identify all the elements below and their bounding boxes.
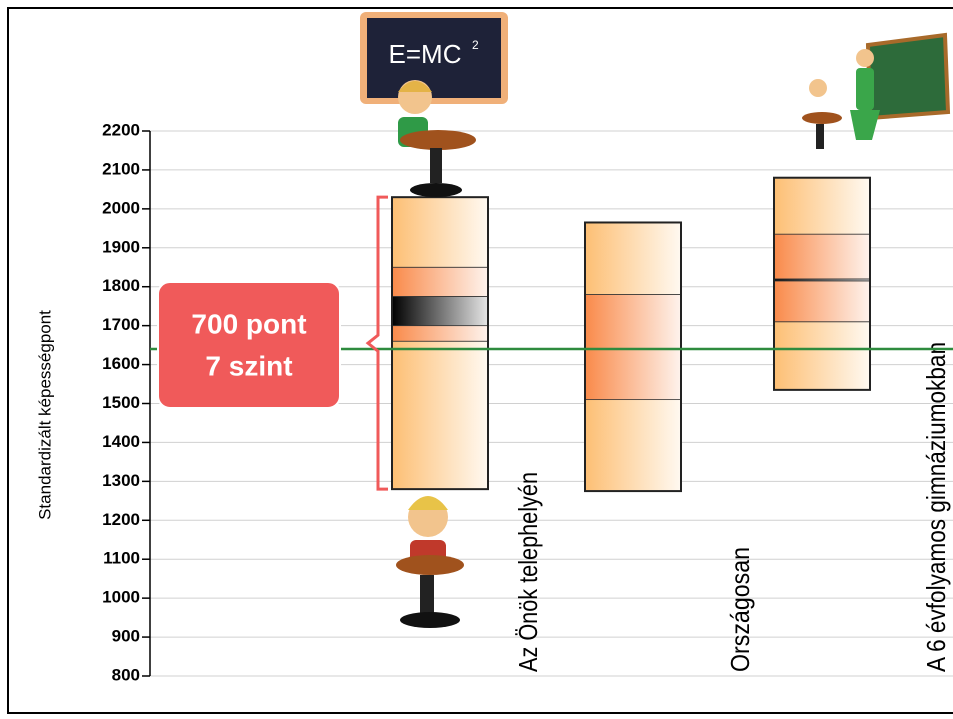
board-formula: E=MC xyxy=(389,39,462,69)
y-tick-label: 1500 xyxy=(102,393,140,412)
annotation-text: 700 pont xyxy=(191,308,306,339)
y-tick-label: 1200 xyxy=(102,510,140,529)
annotation-text: 7 szint xyxy=(205,350,292,381)
box-band xyxy=(584,222,682,295)
box-outline xyxy=(584,221,682,493)
box-outline xyxy=(391,196,489,491)
box-band xyxy=(391,340,489,490)
y-tick-label: 1900 xyxy=(102,237,140,256)
student-clipart xyxy=(396,496,464,628)
y-tick-label: 1600 xyxy=(102,354,140,373)
box-band xyxy=(773,177,871,235)
box-band xyxy=(773,280,871,323)
box-band xyxy=(391,296,489,327)
teacher-clipart xyxy=(802,32,951,149)
frame xyxy=(7,7,953,714)
student-clipart xyxy=(398,80,476,197)
y-tick-label: 1300 xyxy=(102,471,140,490)
box-band xyxy=(584,294,682,401)
y-tick-label: 1800 xyxy=(102,276,140,295)
box-band xyxy=(391,266,489,297)
board-clipart: E=MC 2 xyxy=(360,12,508,104)
box-band xyxy=(391,196,489,268)
y-tick-label: 1000 xyxy=(102,588,140,607)
y-tick-label: 2000 xyxy=(102,198,140,217)
y-axis-label: Standardizált képességpont xyxy=(35,310,54,520)
y-tick-label: 2100 xyxy=(102,159,140,178)
box-outline xyxy=(773,176,871,391)
category-label: Az Önök telephelyén xyxy=(513,472,543,672)
box-band xyxy=(773,233,871,280)
range-bracket xyxy=(365,195,388,491)
y-tick-label: 1400 xyxy=(102,432,140,451)
y-tick-label: 1700 xyxy=(102,315,140,334)
board-exponent: 2 xyxy=(472,38,479,52)
box-band xyxy=(391,325,489,342)
annotation-box xyxy=(157,281,341,409)
category-label: Országosan xyxy=(725,547,755,672)
y-tick-label: 1100 xyxy=(103,549,140,568)
y-tick-label: 2200 xyxy=(102,120,140,139)
y-tick-label: 900 xyxy=(112,627,140,646)
category-label: A 6 évfolyamos gimnáziumokban xyxy=(921,342,951,672)
box-band xyxy=(584,399,682,492)
box-band xyxy=(773,321,871,391)
y-tick-label: 800 xyxy=(112,665,140,684)
